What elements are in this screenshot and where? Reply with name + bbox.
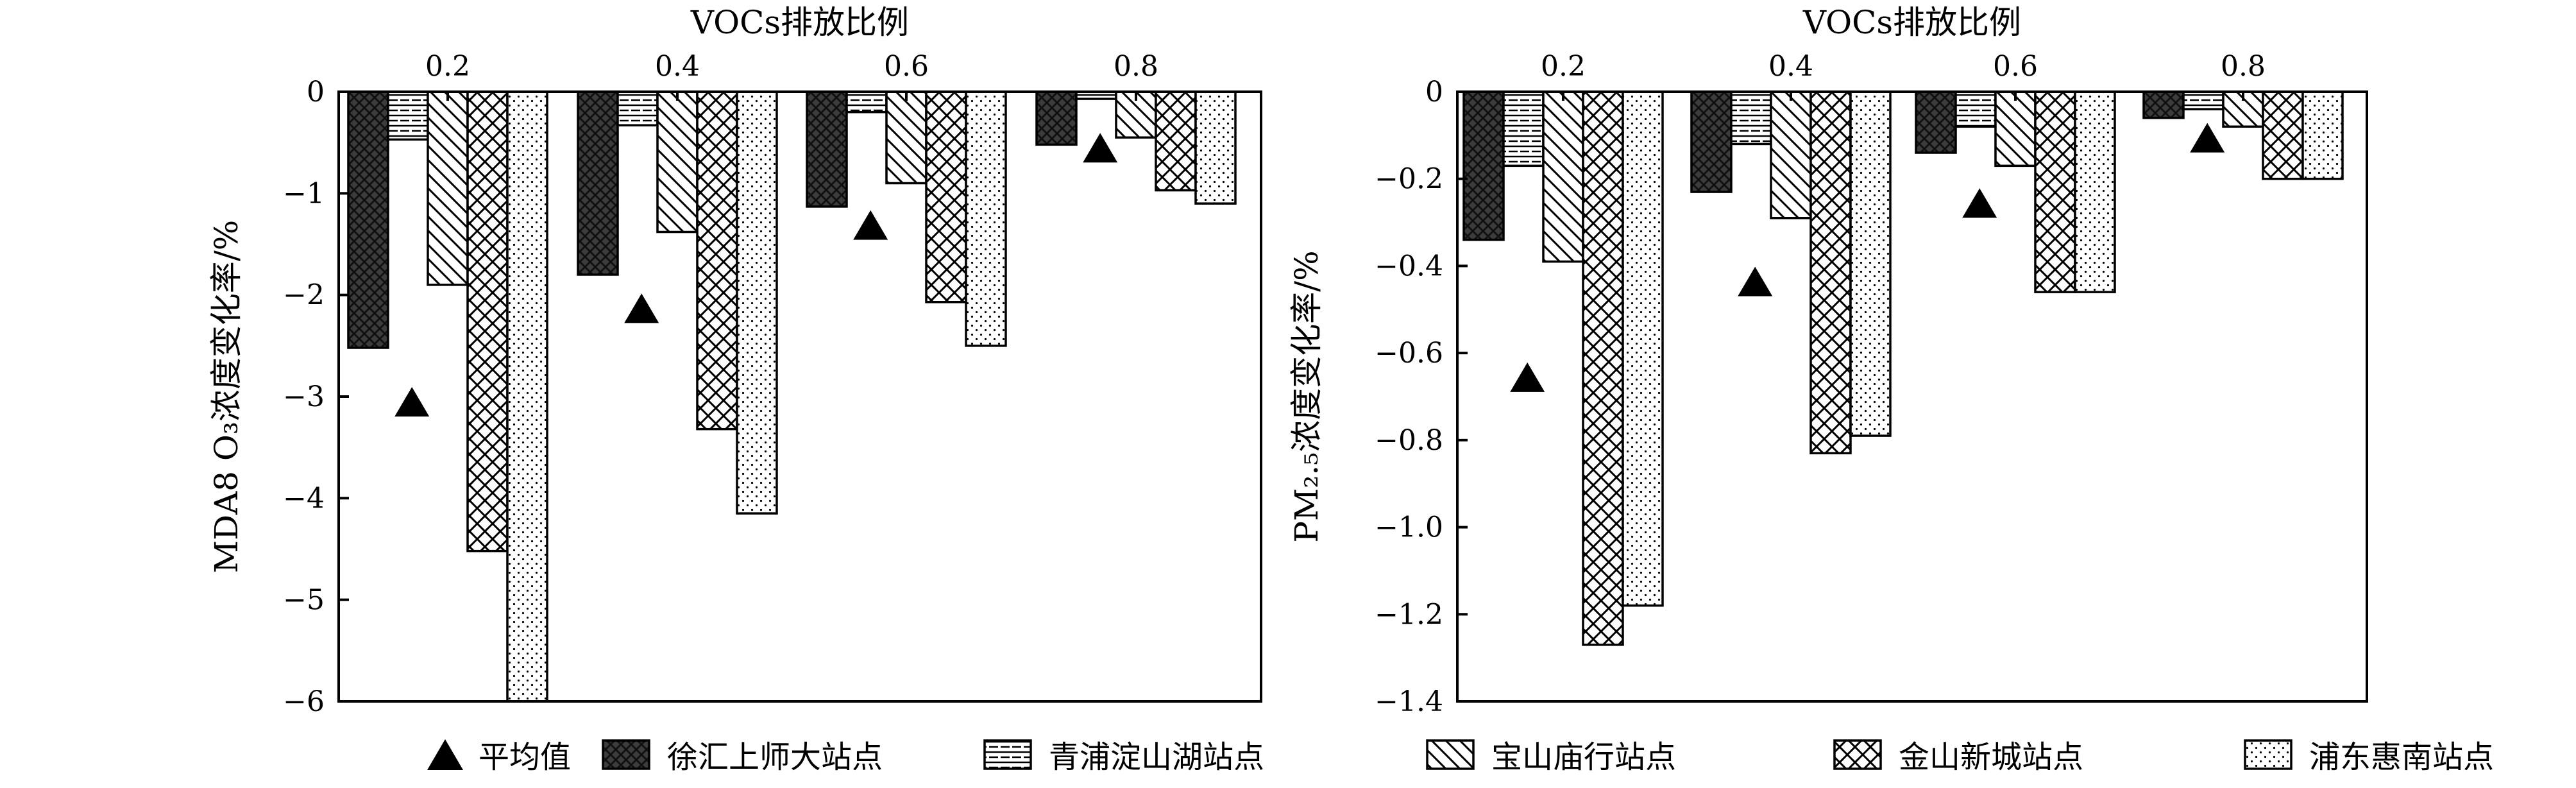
bar-0.8-series-2 (2182, 90, 2224, 110)
x-axis-title: VOCs排放比例 (690, 4, 909, 41)
bar-0.8-series-4 (2262, 90, 2304, 180)
y-tick-label: −5 (283, 584, 325, 617)
bar-0.8-series-4 (1155, 90, 1197, 192)
bar-0.2-series-5 (506, 90, 548, 703)
bar-0.4-series-3 (1770, 90, 1812, 219)
bar-0.2-series-1 (347, 90, 389, 349)
chart-panel-2: 0.2 0.4 0.6 0.8 0 −0.2 −0.4 −0.6 −0.8 −1.0 −1.2 −1.… (1288, 4, 2368, 718)
bar-0.4-series-4 (1809, 90, 1852, 454)
y-tick-label: −1.2 (1375, 598, 1443, 631)
legend-label: 浦东惠南站点 (2309, 739, 2494, 775)
y-tick-label: −6 (283, 685, 325, 718)
x-tick-label: 0.6 (1993, 50, 2038, 83)
y-tick-label: −1.4 (1375, 685, 1443, 718)
legend-label: 徐汇上师大站点 (667, 739, 883, 775)
y-tick-label: −0.2 (1375, 163, 1443, 196)
x-tick-label: 0.6 (884, 50, 929, 83)
legend-mean-marker (427, 739, 463, 770)
bar-0.6-series-4 (925, 90, 967, 304)
x-axis-title: VOCs排放比例 (1802, 4, 2021, 41)
bar-0.2-series-4 (466, 90, 509, 552)
x-tick-label: 0.8 (1114, 50, 1158, 83)
legend-label: 金山新城站点 (1899, 739, 2083, 775)
bar-0.4-series-4 (696, 90, 738, 431)
x-tick-label: 0.4 (1768, 50, 1813, 83)
bar-0.4-series-3 (656, 90, 699, 234)
bar-0.6-series-3 (1994, 90, 2037, 167)
x-tick-label: 0.2 (1541, 50, 1586, 83)
legend-swatch-5 (2244, 739, 2292, 770)
chart-panel-1: 0.2 0.4 0.6 0.8 0 −1 −2 −3 −4 −5 −6 VOCs排放比例 MDA8 O₃… (208, 4, 1262, 718)
bar-0.8-series-1 (2142, 90, 2185, 119)
legend: 平均值 徐汇上师大站点 青浦淀山湖站点 宝山庙行站点 金山新城站点 浦东惠南站点 (427, 739, 2494, 775)
bar-0.2-series-2 (387, 90, 429, 141)
bar-0.8-series-5 (1194, 90, 1237, 205)
x-tick-label: 0.4 (655, 50, 700, 83)
y-tick-label: −1.0 (1375, 511, 1443, 544)
bar-0.6-series-1 (806, 90, 848, 208)
bar-0.6-series-4 (2034, 90, 2076, 293)
bar-0.2-series-5 (1622, 90, 1664, 607)
y-axis-title: PM₂.₅浓度变化率/% (1288, 250, 1325, 542)
bar-0.4-series-5 (1849, 90, 1892, 437)
y-tick-label: −0.6 (1375, 337, 1443, 370)
y-tick-label: 0 (1425, 76, 1443, 108)
bar-0.6-series-2 (1954, 90, 1997, 128)
y-tick-label: −4 (283, 482, 325, 515)
mean-marker-0.8 (1083, 133, 1118, 163)
y-tick-label: −0.4 (1375, 250, 1443, 282)
x-tick-label: 0.2 (425, 50, 470, 83)
legend-label: 青浦淀山湖站点 (1049, 739, 1264, 775)
mean-marker-0.6 (1962, 188, 1997, 218)
y-tick-label: −1 (283, 177, 325, 210)
x-tick-label: 0.8 (2221, 50, 2266, 83)
bar-0.6-series-3 (885, 90, 928, 185)
bar-0.2-series-1 (1462, 90, 1505, 241)
legend-swatch-2 (983, 739, 1032, 770)
bar-0.6-series-5 (2074, 90, 2116, 293)
y-tick-label: −2 (283, 279, 325, 312)
y-tick-label: −0.8 (1375, 424, 1443, 457)
plot-frame (1456, 90, 2368, 703)
mean-marker-0.4 (624, 293, 659, 323)
legend-swatch-4 (1833, 739, 1882, 770)
bar-0.6-series-2 (845, 90, 888, 114)
bar-0.6-series-1 (1915, 90, 1957, 154)
bar-0.4-series-1 (577, 90, 619, 276)
y-axis-title: MDA8 O₃浓度变化率/% (208, 220, 245, 574)
bar-0.4-series-2 (1730, 90, 1772, 146)
legend-swatch-1 (602, 739, 650, 770)
legend-label: 宝山庙行站点 (1491, 739, 1676, 775)
bar-0.8-series-1 (1035, 90, 1078, 146)
mean-marker-0.4 (1738, 266, 1773, 296)
legend-swatch-3 (1426, 739, 1475, 770)
bar-0.8-series-5 (2301, 90, 2344, 180)
bar-0.2-series-2 (1502, 90, 1545, 167)
mean-marker-0.2 (1510, 362, 1545, 392)
bar-0.6-series-5 (965, 90, 1007, 347)
mean-marker-0.8 (2190, 123, 2225, 153)
bar-0.4-series-1 (1690, 90, 1733, 193)
bar-0.2-series-4 (1582, 90, 1624, 646)
bar-0.4-series-5 (736, 90, 778, 515)
y-tick-label: 0 (307, 76, 325, 108)
mean-marker-0.6 (853, 210, 888, 240)
legend-label: 平均值 (479, 739, 571, 775)
mean-marker-0.2 (394, 387, 430, 417)
bar-0.2-series-3 (427, 90, 469, 286)
bar-0.4-series-2 (616, 90, 659, 126)
y-tick-label: −3 (283, 381, 325, 413)
bar-0.2-series-3 (1542, 90, 1584, 263)
